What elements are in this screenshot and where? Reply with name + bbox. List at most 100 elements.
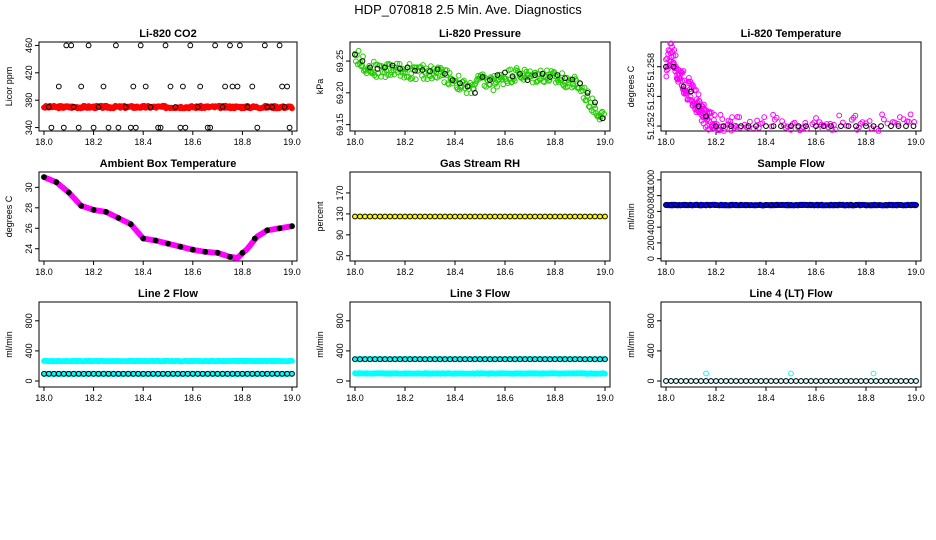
data-point bbox=[703, 370, 709, 377]
data-point bbox=[540, 78, 547, 85]
data-point bbox=[234, 83, 241, 90]
x-tick-label: 19.0 bbox=[596, 267, 614, 277]
panel-4: Ambient Box Temperature 18.0 18.2 18.4 18.6 1… bbox=[4, 158, 301, 277]
data-point bbox=[891, 119, 898, 126]
data-point bbox=[219, 104, 226, 110]
panel-7: Line 2 Flow 18.0 18.2 18.4 18.6 18.8 19.0 0 400 8… bbox=[4, 288, 301, 403]
y-tick-label: 90 bbox=[335, 230, 345, 240]
x-tick-label: 18.2 bbox=[707, 137, 725, 147]
x-tick-label: 18.0 bbox=[35, 393, 53, 403]
data-point bbox=[828, 123, 834, 129]
data-point bbox=[754, 117, 760, 124]
data-point bbox=[784, 123, 791, 130]
data-point bbox=[788, 123, 794, 129]
series-black bbox=[352, 213, 608, 220]
x-tick-label: 18.8 bbox=[546, 137, 564, 147]
data-point bbox=[591, 102, 598, 109]
data-point bbox=[420, 75, 427, 82]
data-point bbox=[720, 123, 727, 129]
data-point bbox=[581, 84, 588, 91]
y-axis-label: percent bbox=[315, 201, 325, 232]
data-point bbox=[803, 378, 809, 384]
data-point bbox=[848, 378, 854, 384]
data-point bbox=[532, 69, 539, 76]
data-point bbox=[881, 116, 887, 123]
data-point bbox=[464, 83, 471, 90]
data-point bbox=[693, 378, 699, 384]
plot-frame bbox=[38, 41, 298, 132]
data-point bbox=[122, 104, 129, 110]
data-point bbox=[237, 42, 243, 49]
data-point bbox=[289, 370, 295, 377]
data-point bbox=[204, 124, 211, 131]
data-point bbox=[570, 83, 577, 89]
data-point bbox=[745, 123, 752, 129]
data-point bbox=[828, 378, 834, 384]
data-point bbox=[142, 83, 149, 90]
panel-title: Li-820 Pressure bbox=[439, 28, 521, 40]
y-tick-label: 69.25 bbox=[335, 50, 345, 73]
data-point bbox=[838, 378, 844, 384]
data-point bbox=[532, 72, 538, 78]
data-point bbox=[672, 52, 679, 59]
data-point bbox=[386, 61, 392, 67]
data-point bbox=[678, 378, 684, 384]
y-axis-label: ml/min bbox=[4, 331, 14, 358]
data-point bbox=[212, 42, 219, 49]
data-point bbox=[509, 73, 516, 80]
data-point bbox=[908, 378, 914, 384]
series-black bbox=[41, 370, 295, 377]
x-tick-label: 18.2 bbox=[85, 393, 103, 403]
x-tick-label: 18.2 bbox=[396, 393, 414, 403]
data-point bbox=[696, 97, 702, 104]
data-point bbox=[773, 114, 780, 121]
data-point bbox=[913, 202, 919, 208]
data-point bbox=[759, 120, 766, 126]
data-point bbox=[382, 64, 388, 71]
data-point bbox=[389, 62, 396, 69]
data-point bbox=[594, 112, 600, 119]
data-point bbox=[736, 114, 743, 121]
data-point bbox=[599, 115, 606, 122]
y-tick-label: 420 bbox=[24, 65, 34, 80]
data-point bbox=[670, 63, 677, 70]
x-tick-label: 18.0 bbox=[657, 137, 675, 147]
data-point bbox=[596, 116, 603, 123]
x-tick-label: 18.0 bbox=[35, 267, 53, 277]
data-point bbox=[688, 97, 694, 103]
data-point bbox=[68, 42, 75, 49]
panel-title: Line 2 Flow bbox=[138, 288, 198, 300]
data-point bbox=[172, 104, 179, 110]
x-tick-label: 18.8 bbox=[857, 393, 875, 403]
y-axis-label: ml/min bbox=[626, 203, 636, 230]
x-tick-label: 18.2 bbox=[85, 267, 103, 277]
data-point bbox=[370, 58, 377, 65]
data-point bbox=[105, 124, 112, 131]
data-point bbox=[906, 118, 912, 125]
y-tick-label: 340 bbox=[24, 120, 34, 135]
data-point bbox=[831, 121, 837, 128]
y-axis-label: ml/min bbox=[626, 331, 636, 358]
data-point bbox=[788, 378, 794, 384]
data-point bbox=[545, 77, 552, 84]
x-tick-label: 19.0 bbox=[283, 267, 301, 277]
panel-9: Line 4 (LT) Flow 18.0 18.2 18.4 18.6 18.8 19.0… bbox=[626, 288, 925, 403]
data-point bbox=[554, 72, 561, 78]
data-point bbox=[671, 47, 678, 53]
x-tick-label: 18.4 bbox=[134, 267, 152, 277]
data-point bbox=[284, 83, 291, 90]
x-tick-label: 19.0 bbox=[596, 137, 614, 147]
data-point bbox=[511, 78, 518, 84]
panel-title: Line 3 Flow bbox=[450, 288, 510, 300]
data-point bbox=[227, 254, 233, 260]
data-point bbox=[455, 72, 462, 79]
panel-2: Li-820 Pressure 18.0 18.2 18.4 18.6 18.8 19.0 6… bbox=[315, 28, 614, 147]
data-point bbox=[888, 378, 894, 384]
data-point bbox=[113, 42, 119, 49]
data-point bbox=[768, 378, 774, 384]
data-point bbox=[115, 215, 122, 221]
data-point bbox=[397, 65, 403, 72]
panel-6: Sample Flow 18.0 18.2 18.4 18.6 18.8 19.0 0 2004… bbox=[626, 158, 925, 277]
data-point bbox=[833, 378, 839, 384]
data-point bbox=[788, 126, 794, 133]
